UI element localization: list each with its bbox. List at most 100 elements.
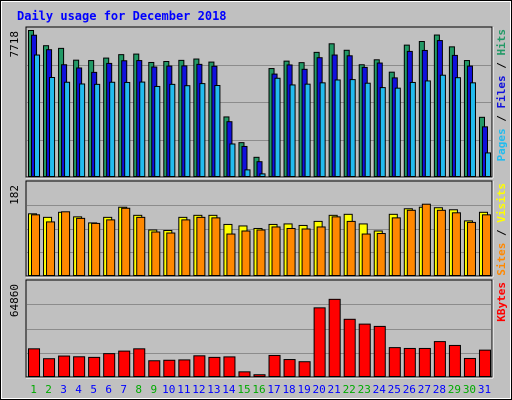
visits-bar-sites-day-7 [121,207,131,276]
x-tick-label-day-26: 26 [403,383,416,396]
x-tick-label-day-17: 17 [267,383,280,396]
visits-bar-sites-day-13 [211,217,221,277]
hits-bar-pages-day-10 [169,83,176,177]
hits-bar-pages-day-22 [349,79,356,177]
x-tick-label-day-19: 19 [297,383,310,396]
visits-bar-sites-day-18 [286,227,296,277]
x-tick-label-day-3: 3 [60,383,67,396]
x-tick-label-day-8: 8 [135,383,142,396]
visits-bar-sites-day-24 [376,233,386,277]
x-tick-label-day-5: 5 [90,383,97,396]
kbytes-bar-kbytes-day-5 [88,356,101,377]
visits-max-label: 182 [8,185,21,205]
hits-legend-part-0: Pages [495,128,508,161]
x-tick-label-day-10: 10 [162,383,175,396]
hits-bar-pages-day-28 [439,74,446,177]
kbytes-bar-kbytes-day-26 [403,347,416,378]
x-tick-label-day-14: 14 [222,383,236,396]
x-tick-label-day-12: 12 [192,383,205,396]
x-tick-label-day-24: 24 [373,383,387,396]
kbytes-bar-kbytes-day-24 [373,325,386,377]
hits-bar-pages-day-4 [79,83,86,177]
visits-bar-sites-day-31 [481,214,492,276]
hits-bar-pages-day-24 [379,87,386,177]
kbytes-max-label: 64860 [8,284,21,317]
kbytes-bar-kbytes-day-8 [133,348,146,378]
visits-bar-sites-day-29 [451,212,461,276]
kbytes-panel: 64860 KBytes [8,279,508,379]
x-tick-label-day-27: 27 [418,383,431,396]
visits-bar-sites-day-11 [181,219,191,276]
hits-legend-part-2: Files [495,75,508,108]
kbytes-bar-kbytes-day-10 [163,359,176,377]
hits-bar-pages-day-3 [64,81,71,177]
x-tick-label-day-23: 23 [358,383,371,396]
kbytes-bar-kbytes-day-6 [103,353,116,377]
visits-bar-sites-day-21 [331,216,341,277]
hits-bar-pages-day-31 [484,152,492,177]
hits-bar-pages-day-30 [469,82,476,177]
x-tick-label-day-18: 18 [282,383,295,396]
visits-legend-part-2: Visits [495,183,508,223]
hits-max-label: 7718 [8,31,21,58]
hits-bar-pages-day-11 [184,85,191,177]
hits-bar-pages-day-12 [199,83,206,177]
visits-bar-sites-day-10 [166,232,176,276]
hits-bar-pages-day-18 [289,84,296,177]
x-tick-label-day-9: 9 [150,383,157,396]
kbytes-bar-kbytes-day-31 [478,349,492,377]
kbytes-bar-kbytes-day-30 [463,357,476,378]
kbytes-legend-part-0: KBytes [495,282,508,322]
kbytes-bar-kbytes-day-7 [118,350,131,378]
x-tick-label-day-13: 13 [207,383,220,396]
hits-bar-pages-day-27 [424,80,431,177]
visits-legend-part-1: / [495,223,508,243]
x-tick-label-day-1: 1 [30,383,37,396]
visits-bar-sites-day-3 [61,211,71,277]
x-tick-label-day-22: 22 [343,383,356,396]
kbytes-bar-kbytes-day-13 [208,356,221,377]
visits-bar-sites-day-8 [136,216,146,277]
x-tick-label-day-6: 6 [105,383,112,396]
hits-bar-pages-day-7 [124,81,131,177]
kbytes-bar-kbytes-day-17 [268,354,281,378]
kbytes-bar-kbytes-day-23 [358,323,371,378]
x-tick-label-day-30: 30 [463,383,476,396]
visits-bar-sites-day-12 [196,216,206,277]
visits-bar-sites-day-26 [406,209,416,276]
hits-bar-pages-day-15 [244,169,251,177]
kbytes-bar-kbytes-day-25 [388,347,401,378]
visits-bar-sites-day-6 [106,219,116,276]
hits-bar-pages-day-2 [49,77,56,177]
visits-panel: 182 Sites / Visits [8,180,508,278]
hits-bar-pages-day-5 [94,83,101,177]
hits-bar-pages-day-20 [319,82,326,177]
kbytes-bar-kbytes-day-15 [238,371,251,378]
x-tick-label-day-20: 20 [313,383,326,396]
x-axis-labels: 1 2 3 4 5 6 7 8 9 10 11 12 13 14 15 16 17 18 19 20 21 22 23 24 2… [30,383,491,396]
kbytes-bar-kbytes-day-14 [223,356,236,377]
x-tick-label-day-7: 7 [120,383,127,396]
x-tick-label-day-4: 4 [75,383,82,396]
chart-title: Daily usage for December 2018 [17,9,227,23]
kbytes-bar-kbytes-day-29 [448,344,461,378]
hits-bar-pages-day-9 [154,85,161,177]
kbytes-bar-kbytes-day-16 [253,374,266,378]
kbytes-bar-kbytes-day-21 [328,298,341,377]
hits-bar-pages-day-14 [229,143,236,177]
kbytes-bar-kbytes-day-4 [73,356,86,377]
visits-bar-sites-day-27 [421,203,431,276]
visits-bar-sites-day-28 [436,209,446,276]
visits-bar-sites-day-17 [271,226,281,276]
kbytes-bar-kbytes-day-22 [343,318,356,377]
hits-bar-pages-day-1 [34,54,41,177]
x-tick-label-day-15: 15 [237,383,250,396]
hits-bar-pages-day-21 [334,79,341,177]
x-tick-label-day-29: 29 [448,383,461,396]
visits-legend-part-0: Sites [495,243,508,276]
hits-legend: Pages / Files / Hits [495,29,508,162]
hits-bar-pages-day-16 [259,173,266,177]
